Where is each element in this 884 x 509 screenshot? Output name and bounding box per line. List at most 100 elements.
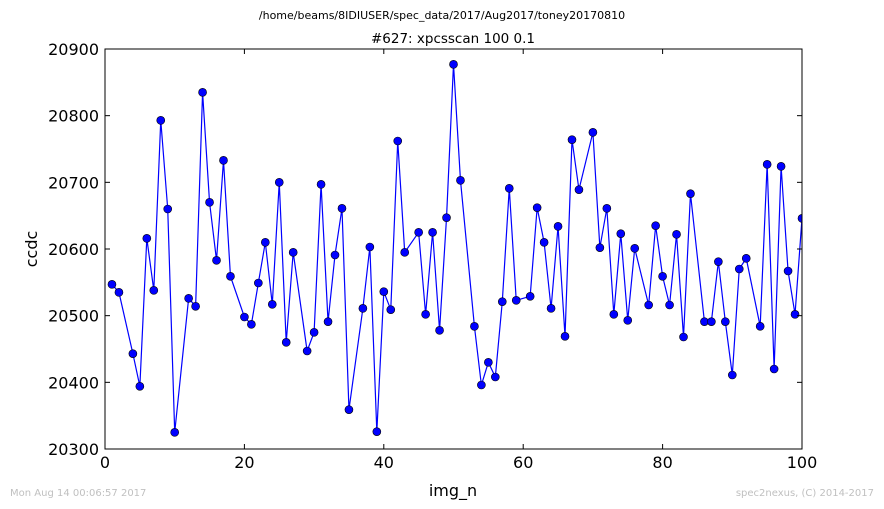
data-point bbox=[616, 229, 626, 238]
axes-layer: 0 20 40 60 80 100 20300 20400 20500 20600 20700 208… bbox=[48, 40, 817, 472]
y-tick-label: 20600 bbox=[48, 240, 99, 259]
data-point bbox=[491, 372, 500, 382]
data-point bbox=[316, 180, 326, 189]
data-point bbox=[107, 280, 117, 289]
data-point bbox=[184, 294, 193, 303]
y-tick-label: 20800 bbox=[48, 107, 99, 126]
data-point bbox=[623, 316, 633, 325]
footer-credit: spec2nexus, (C) 2014-2017 bbox=[735, 488, 874, 499]
data-point bbox=[630, 244, 640, 253]
y-tick-label: 20900 bbox=[48, 40, 99, 59]
data-point bbox=[588, 128, 598, 137]
data-point bbox=[386, 305, 396, 314]
data-point bbox=[497, 297, 507, 306]
data-point bbox=[504, 184, 514, 193]
data-point bbox=[484, 358, 493, 367]
data-point bbox=[755, 322, 765, 331]
x-tick-label: 100 bbox=[787, 453, 818, 472]
data-point bbox=[288, 248, 298, 257]
data-point bbox=[379, 287, 389, 296]
data-point bbox=[358, 304, 368, 313]
data-point bbox=[769, 364, 779, 374]
data-point bbox=[553, 222, 563, 231]
data-point bbox=[205, 198, 214, 207]
data-point bbox=[686, 189, 695, 198]
data-point bbox=[400, 248, 410, 257]
data-point bbox=[560, 332, 570, 341]
data-point bbox=[602, 204, 612, 213]
data-point bbox=[511, 296, 521, 305]
data-point bbox=[442, 213, 451, 222]
data-point bbox=[261, 238, 270, 247]
series-line bbox=[111, 64, 802, 433]
data-point bbox=[226, 272, 235, 281]
chart-suptitle: /home/beams/8IDIUSER/spec_data/2017/Aug2… bbox=[259, 9, 625, 22]
x-tick-label: 20 bbox=[234, 453, 254, 472]
data-point bbox=[393, 136, 403, 146]
data-point bbox=[114, 288, 124, 297]
x-tick-label: 0 bbox=[100, 453, 110, 472]
data-point bbox=[191, 302, 200, 311]
data-point bbox=[212, 256, 221, 265]
data-point bbox=[665, 300, 674, 310]
chart-title: #627: xpcsscan 100 0.1 bbox=[371, 31, 535, 47]
y-axis-label: ccdc bbox=[22, 231, 41, 268]
data-point bbox=[651, 221, 660, 230]
data-point bbox=[267, 300, 277, 309]
data-point bbox=[240, 312, 249, 322]
y-tick-label: 20500 bbox=[48, 307, 99, 326]
data-point bbox=[330, 250, 340, 260]
data-point bbox=[254, 278, 263, 288]
data-point bbox=[679, 332, 688, 342]
plot-background bbox=[105, 49, 802, 449]
data-point bbox=[156, 116, 166, 125]
data-point bbox=[776, 162, 786, 171]
data-point bbox=[539, 238, 549, 247]
data-point bbox=[344, 405, 354, 414]
data-point bbox=[470, 322, 479, 331]
data-point bbox=[414, 228, 423, 237]
data-point bbox=[323, 317, 333, 326]
y-tick-label: 20400 bbox=[48, 373, 99, 392]
y-tick-label: 20300 bbox=[48, 440, 99, 459]
data-point bbox=[783, 266, 793, 276]
data-point bbox=[574, 185, 584, 194]
data-point bbox=[198, 88, 207, 97]
data-point bbox=[309, 328, 319, 337]
y-tick-label: 20700 bbox=[48, 173, 99, 192]
data-point bbox=[762, 160, 772, 169]
data-point bbox=[595, 243, 605, 252]
data-point bbox=[790, 310, 800, 319]
data-point bbox=[734, 264, 744, 274]
data-point bbox=[365, 242, 375, 252]
footer-timestamp: Mon Aug 14 00:06:57 2017 bbox=[10, 488, 147, 499]
data-point bbox=[741, 254, 751, 263]
data-point bbox=[337, 204, 347, 213]
data-point bbox=[525, 292, 535, 301]
data-point bbox=[170, 428, 179, 437]
data-point bbox=[247, 320, 256, 329]
data-point bbox=[163, 204, 173, 214]
data-point bbox=[721, 317, 730, 326]
data-point bbox=[421, 310, 430, 319]
data-point bbox=[135, 382, 145, 391]
data-point bbox=[449, 60, 458, 69]
data-point bbox=[274, 178, 284, 187]
x-axis-label: img_n bbox=[429, 481, 477, 501]
data-point bbox=[142, 234, 152, 243]
data-point bbox=[372, 427, 382, 436]
data-point bbox=[128, 349, 138, 358]
data-point bbox=[567, 135, 577, 144]
data-point bbox=[219, 156, 228, 165]
data-point bbox=[302, 346, 312, 356]
data-point bbox=[546, 304, 556, 313]
x-tick-label: 80 bbox=[652, 453, 672, 472]
data-point bbox=[714, 257, 723, 266]
plot-area bbox=[105, 49, 802, 449]
data-point bbox=[456, 176, 465, 185]
data-point bbox=[435, 326, 444, 335]
data-point bbox=[477, 380, 486, 390]
data-point bbox=[727, 370, 737, 380]
data-point bbox=[609, 310, 619, 319]
